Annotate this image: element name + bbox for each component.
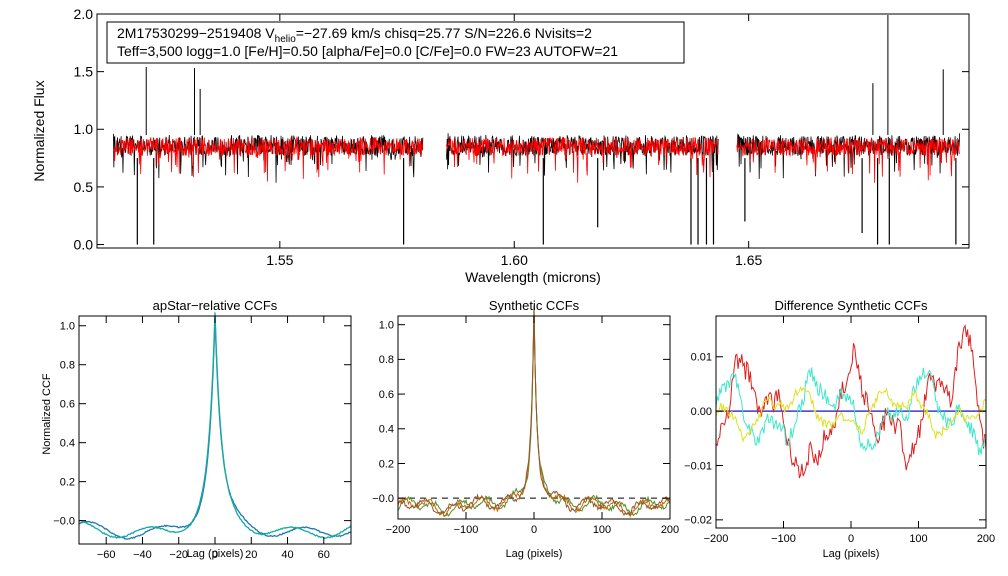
- difference-ccf-ticks: −200 −100 0 100 200 −0.02 −0.01 0.00 0.01: [684, 316, 995, 545]
- y-tick-label: 1.5: [74, 64, 94, 80]
- y-tick-label: −0.02: [684, 515, 712, 527]
- info-line-1-sub: helio: [275, 34, 297, 45]
- spectrum-panel: 1.55 1.60 1.65 0.0 0.5 1.0 1.5 2.0 Wavelength (…: [31, 6, 970, 285]
- y-tick-label: 0.0: [74, 236, 94, 252]
- synthetic-ccf-ticks: −200 −100 0 100 200 −0.0 0.2 0.4 0.6 0.8 1.0: [372, 316, 679, 536]
- y-tick-label: 0.2: [60, 476, 75, 488]
- y-tick-label: 0.4: [60, 438, 75, 450]
- x-tick-label: 100: [909, 533, 927, 545]
- info-line-1-post: =−27.69 km/s chisq=25.77 S/N=226.6 Nvisi…: [296, 25, 592, 41]
- difference-ccf-lines: [715, 324, 987, 479]
- spectrum-series-line: [113, 133, 424, 183]
- y-tick-label: 0.8: [379, 354, 394, 366]
- info-line-2: Teff=3,500 logg=1.0 [Fe/H]=0.50 [alpha/F…: [117, 43, 618, 59]
- info-line-1: 2M17530299−2519408 Vhelio=−27.69 km/s ch…: [117, 25, 592, 45]
- spectrum-x-axis-label: Wavelength (microns): [465, 269, 601, 285]
- apstar-ccf-panel: −60 −40 −20 0 20 40 60 −0.0 0.2 0.4 0.6 0.8 1.0 apSt…: [41, 298, 352, 561]
- y-tick-label: −0.0: [53, 515, 75, 527]
- apstar-ccf-ticks: −60 −40 −20 0 20 40 60 −0.0 0.2 0.4 0.6 0.8 1.0: [53, 316, 351, 561]
- x-tick-label: 200: [977, 533, 995, 545]
- spectrum-ticks: 1.55 1.60 1.65 0.0 0.5 1.0 1.5 2.0: [74, 6, 969, 268]
- y-tick-label: 2.0: [74, 6, 94, 22]
- ccf-series-line: [78, 312, 352, 539]
- x-tick-label: 60: [318, 549, 330, 561]
- spectrum-axes-frame: [96, 13, 970, 249]
- x-tick-label: −100: [454, 524, 479, 536]
- y-tick-label: 1.0: [60, 321, 75, 333]
- spectrum-series-line: [445, 136, 719, 183]
- x-tick-label: 1.60: [501, 252, 528, 268]
- synthetic-ccf-lines: [397, 305, 671, 518]
- x-tick-label: −200: [386, 524, 411, 536]
- y-tick-label: −0.0: [372, 493, 394, 505]
- y-tick-label: 0.4: [379, 424, 394, 436]
- x-tick-label: 200: [661, 524, 679, 536]
- y-tick-label: 1.0: [74, 121, 94, 137]
- spectrum-lines: [113, 15, 961, 245]
- difference-ccf-panel: −200 −100 0 100 200 −0.02 −0.01 0.00 0.01 Differ…: [684, 298, 995, 560]
- y-tick-label: 0.8: [60, 360, 75, 372]
- spectrum-info-box: 2M17530299−2519408 Vhelio=−27.69 km/s ch…: [106, 21, 685, 64]
- x-tick-label: 0: [531, 524, 537, 536]
- y-tick-label: 0.6: [60, 399, 75, 411]
- difference-ccf-title: Difference Synthetic CCFs: [775, 298, 928, 313]
- y-tick-label: 0.01: [691, 352, 712, 364]
- difference-series-line: [715, 385, 987, 443]
- y-tick-label: 0.2: [379, 458, 394, 470]
- y-tick-label: 1.0: [379, 320, 394, 332]
- x-tick-label: −200: [704, 533, 729, 545]
- y-tick-label: 0.00: [691, 406, 712, 418]
- y-tick-label: 0.6: [379, 389, 394, 401]
- x-tick-label: 20: [245, 549, 257, 561]
- spectrum-series-line: [736, 136, 960, 183]
- spectrum-series-line: [736, 133, 961, 179]
- synthetic-ccf-x-axis-label: Lag (pixels): [506, 548, 563, 560]
- difference-series-line: [715, 367, 987, 456]
- y-tick-label: 0.5: [74, 179, 94, 195]
- x-tick-label: 0: [212, 549, 218, 561]
- x-tick-label: 1.55: [266, 252, 293, 268]
- info-box-frame: [106, 21, 685, 64]
- x-tick-label: −60: [97, 549, 116, 561]
- apstar-ccf-y-axis-label: Normalized CCF: [41, 373, 53, 455]
- y-tick-label: −0.01: [684, 460, 712, 472]
- info-line-1-pre: 2M17530299−2519408 V: [117, 25, 275, 41]
- x-tick-label: 1.65: [735, 252, 762, 268]
- spectrum-y-axis-label: Normalized Flux: [31, 80, 47, 181]
- synthetic-ccf-panel: −200 −100 0 100 200 −0.0 0.2 0.4 0.6 0.8 1.0 Synth…: [372, 298, 679, 560]
- x-tick-label: 0: [848, 533, 854, 545]
- x-tick-label: −20: [169, 549, 188, 561]
- apstar-ccf-x-axis-label: Lag (pixels): [187, 548, 244, 560]
- synthetic-ccf-title: Synthetic CCFs: [489, 298, 580, 313]
- ccf-series-line: [397, 305, 671, 516]
- difference-ccf-x-axis-label: Lag (pixels): [823, 548, 880, 560]
- x-tick-label: 100: [593, 524, 611, 536]
- x-tick-label: −100: [771, 533, 796, 545]
- x-tick-label: 40: [281, 549, 293, 561]
- spectrum-series-line: [113, 136, 424, 182]
- apstar-ccf-title: apStar−relative CCFs: [153, 298, 278, 313]
- x-tick-label: −40: [133, 549, 152, 561]
